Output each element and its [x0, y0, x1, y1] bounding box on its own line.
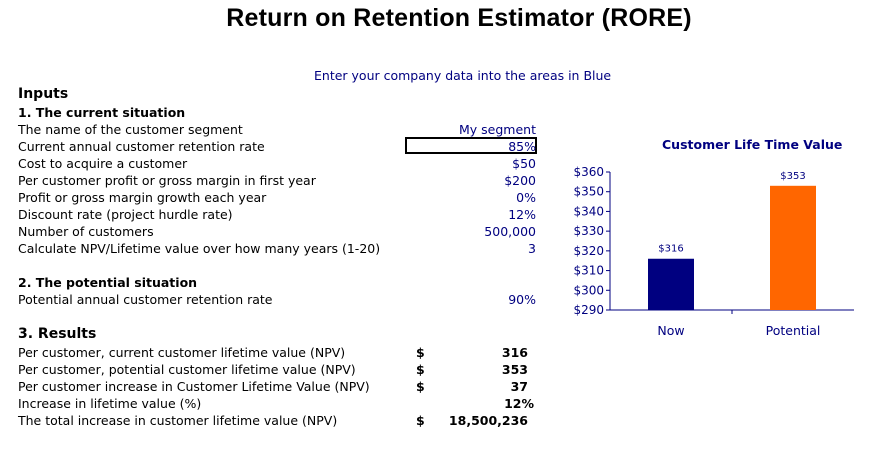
selected-cell-border [405, 137, 537, 154]
result-label-potential-clv: Per customer, potential customer lifetim… [18, 362, 356, 377]
result-value-increase-pct: 12% [504, 396, 534, 411]
segment-name-label: The name of the customer segment [18, 122, 243, 137]
y-tick-label: $350 [573, 185, 604, 199]
retention-rate-label: Current annual customer retention rate [18, 139, 265, 154]
npv-years-label: Calculate NPV/Lifetime value over how ma… [18, 241, 381, 256]
y-tick-label: $300 [573, 283, 604, 297]
potential-retention-input[interactable]: 90% [508, 292, 536, 307]
clv-bar-chart: $290 $300 $310 $320 $330 $340 $350 $360 $316 Now $… [573, 165, 854, 338]
acquisition-cost-label: Cost to acquire a customer [18, 156, 188, 171]
current-situation-heading: 1. The current situation [18, 105, 186, 120]
acquisition-cost-input[interactable]: $50 [512, 156, 536, 171]
category-label-potential: Potential [766, 323, 821, 338]
result-label-increase-pct: Increase in lifetime value (%) [18, 396, 202, 411]
category-label-now: Now [657, 323, 684, 338]
result-label-clv-increase: Per customer increase in Customer Lifeti… [18, 379, 370, 394]
potential-situation-heading: 2. The potential situation [18, 275, 198, 290]
y-tick-label: $310 [573, 264, 604, 278]
result-label-total-increase: The total increase in customer lifetime … [18, 413, 338, 428]
margin-growth-input[interactable]: 0% [516, 190, 536, 205]
potential-retention-label: Potential annual customer retention rate [18, 292, 273, 307]
customer-count-label: Number of customers [18, 224, 154, 239]
first-year-profit-label: Per customer profit or gross margin in f… [18, 173, 316, 188]
data-label-now: $316 [658, 244, 683, 255]
segment-name-input[interactable]: My segment [459, 122, 536, 137]
margin-growth-label: Profit or gross margin growth each year [18, 190, 267, 205]
result-value-potential-clv: 353 [501, 362, 528, 377]
y-tick-label: $340 [573, 204, 604, 218]
discount-rate-input[interactable]: 12% [508, 207, 536, 222]
y-tick-label: $330 [573, 224, 604, 238]
y-tick-label: $290 [573, 303, 604, 317]
result-currency-potential-clv: $ [416, 362, 425, 377]
result-currency-total-increase: $ [416, 413, 425, 428]
page-title: Return on Retention Estimator (RORE) [226, 4, 692, 32]
result-currency-current-clv: $ [416, 345, 425, 360]
results-heading: 3. Results [18, 326, 97, 342]
bar-potential [770, 185, 816, 310]
instruction-text: Enter your company data into the areas i… [314, 68, 612, 83]
npv-years-input[interactable]: 3 [528, 241, 536, 256]
result-currency-clv-increase: $ [416, 379, 425, 394]
data-label-potential: $353 [780, 171, 805, 182]
result-value-total-increase: 18,500,236 [448, 413, 528, 428]
y-tick-label: $360 [573, 165, 604, 179]
customer-count-input[interactable]: 500,000 [484, 224, 536, 239]
result-label-current-clv: Per customer, current customer lifetime … [18, 345, 346, 360]
chart-title: Customer Life Time Value [662, 137, 843, 152]
result-value-current-clv: 316 [501, 345, 528, 360]
bar-now [648, 258, 694, 310]
discount-rate-label: Discount rate (project hurdle rate) [18, 207, 233, 222]
inputs-heading: Inputs [18, 86, 69, 102]
result-value-clv-increase: 37 [510, 379, 528, 394]
first-year-profit-input[interactable]: $200 [504, 173, 536, 188]
y-tick-label: $320 [573, 244, 604, 258]
retention-rate-input[interactable]: 85% [508, 139, 536, 154]
